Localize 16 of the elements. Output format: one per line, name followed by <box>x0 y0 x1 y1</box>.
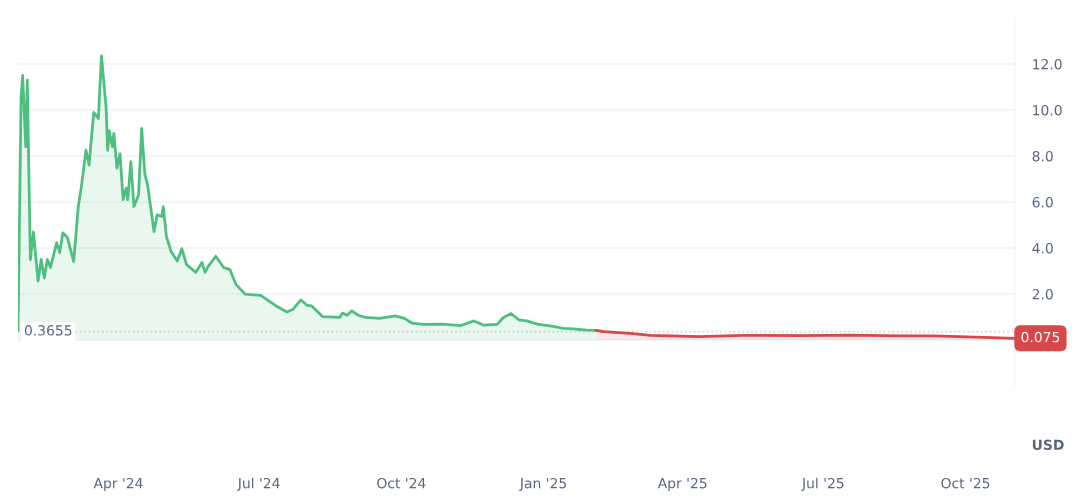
y-tick-label: 6.0 <box>1032 196 1053 208</box>
y-tick-label: 12.0 <box>1033 58 1062 70</box>
ref-line-label: 0.3655 <box>24 325 72 336</box>
x-tick-label: Oct '24 <box>377 477 426 489</box>
y-tick-label: 10.0 <box>1033 104 1062 116</box>
y-tick-label: 2.0 <box>1032 288 1053 300</box>
x-tick-label: Apr '25 <box>657 477 707 492</box>
x-tick-label: Apr '24 <box>93 477 143 492</box>
x-tick-label: Oct '25 <box>941 477 990 489</box>
x-tick-label: Jan '25 <box>519 477 566 491</box>
x-tick-label: Jul '24 <box>237 477 280 491</box>
x-tick-label: Jul '25 <box>801 477 844 491</box>
y-tick-label: 8.0 <box>1032 150 1053 162</box>
y-tick-label: 4.0 <box>1032 242 1053 254</box>
text: USD <box>1032 439 1064 451</box>
annotation: 0.075 <box>1021 331 1060 343</box>
